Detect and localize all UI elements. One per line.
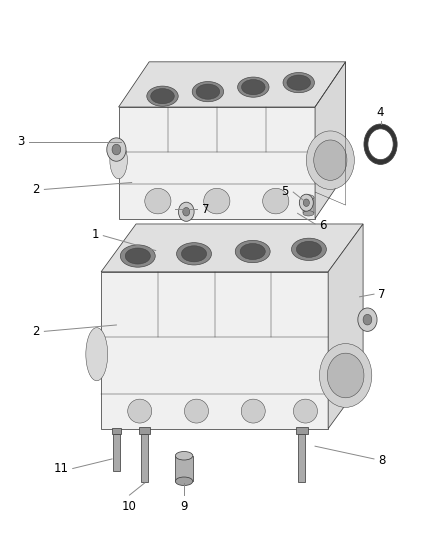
Ellipse shape: [184, 399, 208, 423]
Ellipse shape: [204, 188, 230, 214]
Ellipse shape: [151, 88, 174, 104]
Text: 7: 7: [201, 203, 209, 215]
Circle shape: [299, 194, 313, 211]
Ellipse shape: [283, 72, 314, 93]
Ellipse shape: [291, 238, 326, 261]
Ellipse shape: [241, 79, 265, 95]
Circle shape: [314, 140, 347, 180]
Polygon shape: [101, 224, 363, 272]
Circle shape: [327, 353, 364, 398]
Bar: [112, 427, 121, 434]
Text: 7: 7: [378, 288, 386, 301]
Text: 8: 8: [378, 454, 386, 466]
Text: 9: 9: [180, 500, 188, 513]
Ellipse shape: [128, 399, 152, 423]
Ellipse shape: [303, 195, 314, 200]
Text: 3: 3: [18, 135, 25, 148]
Text: 2: 2: [32, 325, 40, 338]
Polygon shape: [315, 62, 346, 219]
Bar: [296, 426, 307, 434]
Ellipse shape: [297, 241, 321, 257]
Bar: [303, 197, 314, 213]
Ellipse shape: [235, 240, 270, 263]
Circle shape: [306, 131, 354, 189]
Ellipse shape: [175, 477, 193, 486]
Bar: [175, 456, 193, 481]
Circle shape: [112, 144, 121, 155]
Bar: [139, 426, 150, 434]
Ellipse shape: [241, 399, 265, 423]
Circle shape: [183, 207, 190, 216]
Circle shape: [363, 314, 372, 325]
Text: 4: 4: [377, 106, 384, 119]
Ellipse shape: [192, 82, 224, 102]
Ellipse shape: [110, 142, 127, 179]
Ellipse shape: [240, 244, 265, 260]
Text: 6: 6: [319, 219, 327, 231]
Circle shape: [303, 199, 309, 206]
Ellipse shape: [145, 188, 171, 214]
Polygon shape: [119, 62, 346, 107]
Polygon shape: [101, 272, 328, 429]
Text: 1: 1: [92, 228, 99, 241]
Text: 11: 11: [53, 462, 68, 475]
Ellipse shape: [263, 188, 289, 214]
Bar: [298, 434, 305, 482]
Circle shape: [178, 202, 194, 221]
Polygon shape: [119, 107, 315, 219]
Ellipse shape: [175, 451, 193, 460]
Ellipse shape: [181, 246, 207, 262]
Ellipse shape: [125, 248, 150, 264]
Ellipse shape: [177, 243, 212, 265]
Ellipse shape: [147, 86, 178, 106]
Ellipse shape: [237, 77, 269, 97]
Text: 10: 10: [122, 500, 137, 513]
Ellipse shape: [287, 75, 311, 90]
Text: 2: 2: [32, 183, 40, 196]
Ellipse shape: [86, 328, 108, 381]
Circle shape: [107, 138, 126, 161]
Bar: [141, 434, 148, 482]
Bar: [113, 434, 120, 471]
Circle shape: [319, 344, 372, 407]
Text: 5: 5: [282, 184, 289, 198]
Ellipse shape: [120, 245, 155, 267]
Ellipse shape: [293, 399, 318, 423]
Circle shape: [358, 308, 377, 332]
Polygon shape: [328, 224, 363, 429]
Ellipse shape: [196, 84, 220, 99]
Ellipse shape: [303, 211, 314, 216]
